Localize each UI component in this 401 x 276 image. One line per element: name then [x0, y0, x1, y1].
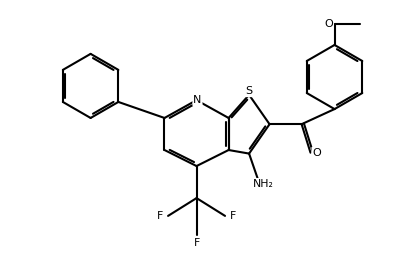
- Text: F: F: [229, 211, 235, 221]
- Text: F: F: [156, 211, 163, 221]
- Text: O: O: [312, 148, 320, 158]
- Text: S: S: [245, 86, 252, 96]
- Text: F: F: [193, 238, 199, 248]
- Text: N: N: [193, 95, 201, 105]
- Text: NH₂: NH₂: [252, 179, 273, 189]
- Text: O: O: [323, 18, 332, 29]
